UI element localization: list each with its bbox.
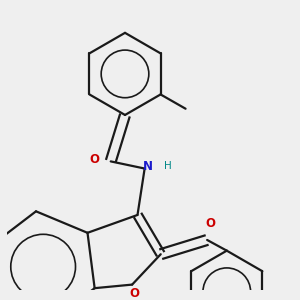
Text: O: O	[90, 153, 100, 166]
Text: O: O	[129, 287, 139, 300]
Text: H: H	[164, 161, 172, 171]
Text: N: N	[143, 160, 153, 173]
Text: O: O	[206, 218, 216, 230]
